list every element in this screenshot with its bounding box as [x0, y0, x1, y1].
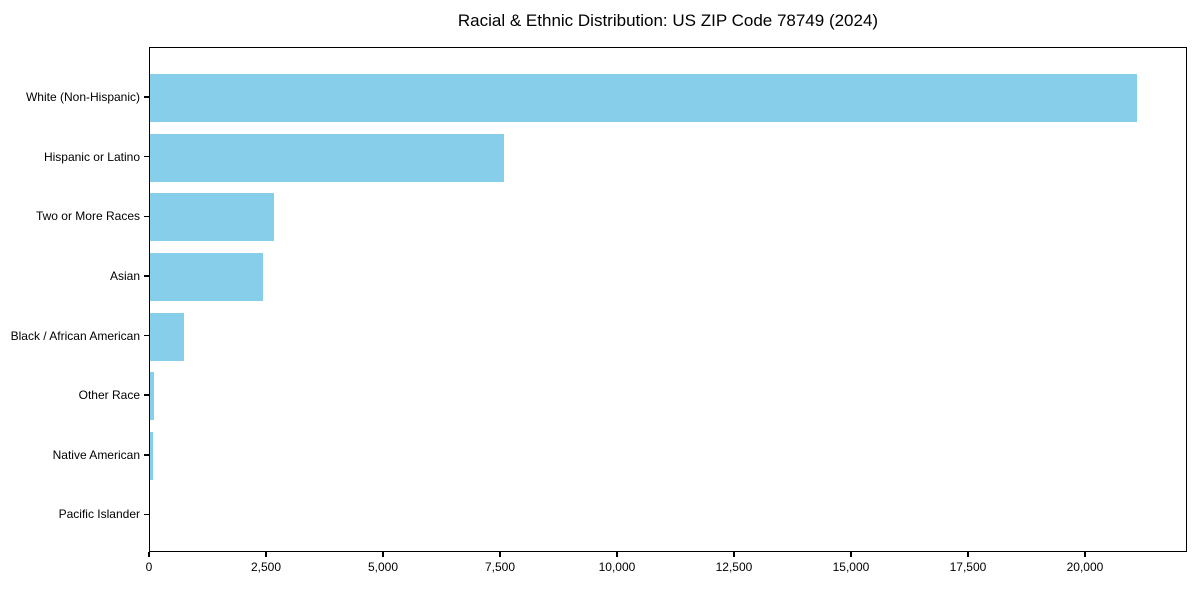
- y-tick-mark: [144, 454, 149, 456]
- x-tick-mark: [148, 552, 150, 557]
- bar: [150, 74, 1137, 122]
- x-tick-label: 10,000: [598, 560, 636, 574]
- x-tick-mark: [265, 552, 267, 557]
- y-tick-label: Pacific Islander: [58, 507, 140, 522]
- y-tick-label: White (Non-Hispanic): [25, 90, 140, 104]
- bar: [150, 133, 505, 182]
- x-tick-label: 0: [145, 560, 153, 574]
- x-tick-label: 15,000: [832, 560, 870, 574]
- y-tick-mark: [144, 96, 149, 98]
- bar: [150, 193, 274, 242]
- y-tick-mark: [144, 334, 149, 337]
- y-tick-mark: [144, 394, 149, 396]
- y-tick-label: Two or More Races: [35, 209, 140, 224]
- x-tick-mark: [850, 552, 852, 557]
- x-tick-label: 2,500: [250, 560, 281, 574]
- x-tick-mark: [733, 552, 735, 557]
- x-tick-label: 5,000: [367, 560, 398, 574]
- x-tick-mark: [1084, 552, 1086, 557]
- x-tick-mark: [616, 552, 618, 557]
- x-tick-label: 20,000: [1066, 560, 1104, 574]
- chart-title: Racial & Ethnic Distribution: US ZIP Cod…: [457, 11, 879, 30]
- x-tick-label: 7,500: [484, 560, 515, 574]
- x-tick-mark: [967, 552, 969, 557]
- bar: [150, 252, 263, 301]
- y-tick-label: Hispanic or Latino: [43, 149, 140, 164]
- y-tick-mark: [144, 513, 149, 516]
- y-tick-label: Native American: [52, 447, 140, 462]
- bar: [150, 431, 154, 480]
- plot-area: [149, 47, 1187, 552]
- y-tick-label: Black / African American: [10, 328, 140, 343]
- y-tick-mark: [144, 215, 149, 217]
- x-tick-label: 12,500: [715, 560, 753, 574]
- x-tick-mark: [382, 552, 384, 557]
- bar: [150, 372, 154, 421]
- bar: [150, 312, 184, 361]
- y-tick-label: Other Race: [78, 388, 140, 403]
- y-tick-label: Asian: [109, 268, 140, 283]
- x-tick-label: 17,500: [949, 560, 987, 574]
- y-tick-mark: [144, 155, 149, 158]
- y-tick-mark: [144, 275, 149, 277]
- x-tick-mark: [499, 552, 501, 557]
